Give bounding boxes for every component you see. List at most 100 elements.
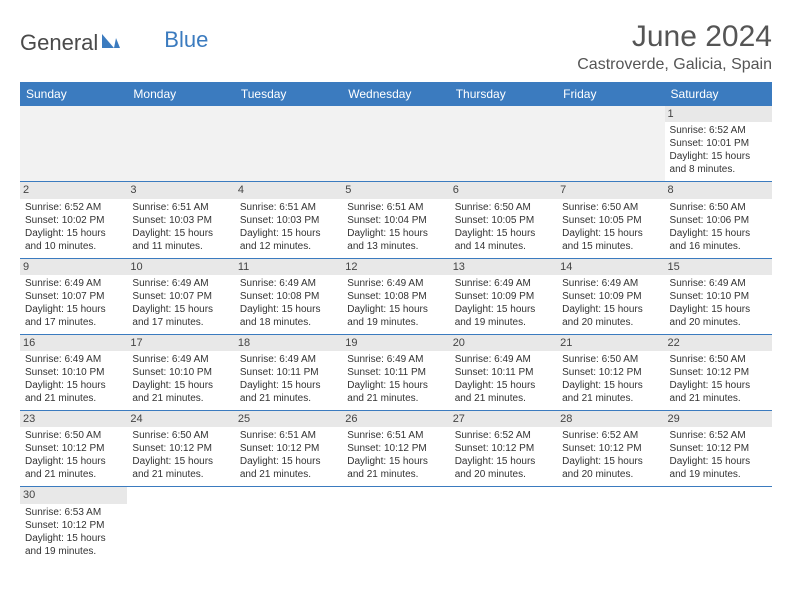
daylight-line-1: Daylight: 15 hours (132, 227, 229, 240)
daylight-line-1: Daylight: 15 hours (347, 379, 444, 392)
calendar-week-row: 2Sunrise: 6:52 AMSunset: 10:02 PMDayligh… (20, 182, 772, 258)
sunset-line: Sunset: 10:09 PM (455, 290, 552, 303)
daylight-line-2: and 14 minutes. (455, 240, 552, 253)
header-right: June 2024 Castroverde, Galicia, Spain (577, 20, 772, 74)
sunset-line: Sunset: 10:03 PM (132, 214, 229, 227)
day-number: 29 (665, 411, 772, 427)
daylight-line-1: Daylight: 15 hours (347, 227, 444, 240)
sunrise-line: Sunrise: 6:53 AM (25, 506, 122, 519)
daylight-line-2: and 19 minutes. (670, 468, 767, 481)
sunset-line: Sunset: 10:08 PM (347, 290, 444, 303)
sunrise-line: Sunrise: 6:50 AM (670, 353, 767, 366)
weekday-header: Monday (127, 82, 234, 106)
calendar-day-cell (557, 487, 664, 563)
day-number: 30 (20, 487, 127, 503)
day-info: Sunrise: 6:53 AMSunset: 10:12 PMDaylight… (25, 506, 122, 558)
day-info: Sunrise: 6:49 AMSunset: 10:11 PMDaylight… (240, 353, 337, 405)
day-info: Sunrise: 6:49 AMSunset: 10:08 PMDaylight… (347, 277, 444, 329)
sunrise-line: Sunrise: 6:52 AM (455, 429, 552, 442)
daylight-line-2: and 12 minutes. (240, 240, 337, 253)
calendar-day-cell: 27 Sunrise: 6:52 AMSunset: 10:12 PMDaylig… (450, 411, 557, 487)
daylight-line-2: and 21 minutes. (25, 468, 122, 481)
calendar-day-cell: 6Sunrise: 6:50 AMSunset: 10:05 PMDayligh… (450, 182, 557, 258)
logo-text-2: Blue (164, 27, 208, 53)
daylight-line-1: Daylight: 15 hours (25, 379, 122, 392)
day-info: Sunrise: 6:52 AMSunset: 10:12 PMDaylight… (455, 429, 552, 481)
calendar-day-cell: 19Sunrise: 6:49 AMSunset: 10:11 PMDaylig… (342, 334, 449, 410)
day-number: 24 (127, 411, 234, 427)
day-info: Sunrise: 6:50 AMSunset: 10:12 PMDaylight… (132, 429, 229, 481)
day-number: 14 (557, 259, 664, 275)
sunset-line: Sunset: 10:12 PM (562, 442, 659, 455)
day-info: Sunrise: 6:52 AMSunset: 10:02 PMDaylight… (25, 201, 122, 253)
page-header: General Blue June 2024 Castroverde, Gali… (20, 20, 772, 74)
daylight-line-2: and 19 minutes. (347, 316, 444, 329)
sunrise-line: Sunrise: 6:50 AM (562, 201, 659, 214)
sunset-line: Sunset: 10:02 PM (25, 214, 122, 227)
daylight-line-1: Daylight: 15 hours (347, 303, 444, 316)
calendar-day-cell (450, 106, 557, 182)
calendar-day-cell: 22Sunrise: 6:50 AMSunset: 10:12 PMDaylig… (665, 334, 772, 410)
day-info: Sunrise: 6:52 AMSunset: 10:01 PMDaylight… (670, 124, 767, 176)
day-number: 18 (235, 335, 342, 351)
day-number: 10 (127, 259, 234, 275)
daylight-line-1: Daylight: 15 hours (670, 150, 767, 163)
daylight-line-2: and 13 minutes. (347, 240, 444, 253)
calendar-day-cell: 7Sunrise: 6:50 AMSunset: 10:05 PMDayligh… (557, 182, 664, 258)
calendar-table: Sunday Monday Tuesday Wednesday Thursday… (20, 82, 772, 563)
calendar-day-cell: 16Sunrise: 6:49 AMSunset: 10:10 PMDaylig… (20, 334, 127, 410)
calendar-day-cell: 29Sunrise: 6:52 AMSunset: 10:12 PMDaylig… (665, 411, 772, 487)
daylight-line-1: Daylight: 15 hours (240, 455, 337, 468)
sunrise-line: Sunrise: 6:52 AM (670, 429, 767, 442)
sunrise-line: Sunrise: 6:51 AM (347, 429, 444, 442)
daylight-line-1: Daylight: 15 hours (562, 379, 659, 392)
day-info: Sunrise: 6:51 AMSunset: 10:12 PMDaylight… (240, 429, 337, 481)
daylight-line-2: and 8 minutes. (670, 163, 767, 176)
calendar-day-cell: 15Sunrise: 6:49 AMSunset: 10:10 PMDaylig… (665, 258, 772, 334)
calendar-day-cell: 26Sunrise: 6:51 AMSunset: 10:12 PMDaylig… (342, 411, 449, 487)
day-info: Sunrise: 6:49 AMSunset: 10:11 PMDaylight… (455, 353, 552, 405)
day-info: Sunrise: 6:49 AMSunset: 10:10 PMDaylight… (670, 277, 767, 329)
day-info: Sunrise: 6:52 AMSunset: 10:12 PMDaylight… (562, 429, 659, 481)
sunset-line: Sunset: 10:12 PM (670, 366, 767, 379)
day-info: Sunrise: 6:49 AMSunset: 10:11 PMDaylight… (347, 353, 444, 405)
daylight-line-2: and 19 minutes. (455, 316, 552, 329)
daylight-line-1: Daylight: 15 hours (240, 303, 337, 316)
weekday-header: Saturday (665, 82, 772, 106)
day-info: Sunrise: 6:49 AMSunset: 10:07 PMDaylight… (25, 277, 122, 329)
daylight-line-2: and 21 minutes. (132, 392, 229, 405)
day-number: 27 (450, 411, 557, 427)
daylight-line-1: Daylight: 15 hours (132, 303, 229, 316)
day-number: 8 (665, 182, 772, 198)
calendar-day-cell (557, 106, 664, 182)
daylight-line-2: and 21 minutes. (562, 392, 659, 405)
sunset-line: Sunset: 10:11 PM (347, 366, 444, 379)
daylight-line-2: and 15 minutes. (562, 240, 659, 253)
daylight-line-1: Daylight: 15 hours (25, 303, 122, 316)
daylight-line-1: Daylight: 15 hours (347, 455, 444, 468)
calendar-day-cell: 20Sunrise: 6:49 AMSunset: 10:11 PMDaylig… (450, 334, 557, 410)
day-number: 17 (127, 335, 234, 351)
calendar-day-cell (342, 106, 449, 182)
sunset-line: Sunset: 10:10 PM (670, 290, 767, 303)
day-info: Sunrise: 6:49 AMSunset: 10:10 PMDaylight… (25, 353, 122, 405)
daylight-line-2: and 11 minutes. (132, 240, 229, 253)
daylight-line-2: and 10 minutes. (25, 240, 122, 253)
sunset-line: Sunset: 10:10 PM (25, 366, 122, 379)
daylight-line-2: and 21 minutes. (240, 392, 337, 405)
daylight-line-2: and 20 minutes. (562, 468, 659, 481)
sunset-line: Sunset: 10:12 PM (132, 442, 229, 455)
day-number: 21 (557, 335, 664, 351)
sunrise-line: Sunrise: 6:49 AM (455, 353, 552, 366)
calendar-day-cell: 2Sunrise: 6:52 AMSunset: 10:02 PMDayligh… (20, 182, 127, 258)
sunrise-line: Sunrise: 6:49 AM (132, 353, 229, 366)
sunrise-line: Sunrise: 6:49 AM (240, 277, 337, 290)
daylight-line-1: Daylight: 15 hours (670, 227, 767, 240)
calendar-day-cell: 4Sunrise: 6:51 AMSunset: 10:03 PMDayligh… (235, 182, 342, 258)
sunset-line: Sunset: 10:01 PM (670, 137, 767, 150)
sunset-line: Sunset: 10:05 PM (562, 214, 659, 227)
calendar-day-cell: 18 Sunrise: 6:49 AMSunset: 10:11 PMDaylig… (235, 334, 342, 410)
day-info: Sunrise: 6:49 AMSunset: 10:08 PMDaylight… (240, 277, 337, 329)
daylight-line-2: and 20 minutes. (455, 468, 552, 481)
sunset-line: Sunset: 10:08 PM (240, 290, 337, 303)
